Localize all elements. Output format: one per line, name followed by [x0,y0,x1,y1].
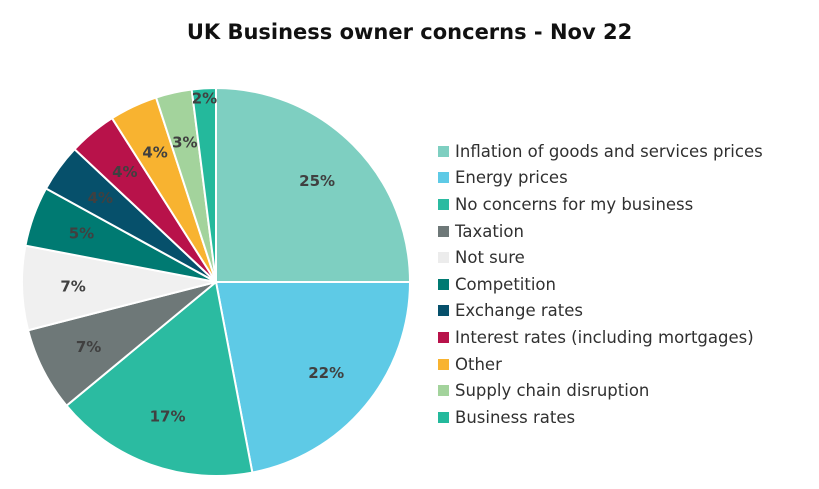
slice-data-label: 4% [142,144,167,162]
pie-slice [65,280,254,477]
legend-label: Other [455,354,502,374]
legend-label: Interest rates (including mortgages) [455,327,754,347]
slice-data-label: 3% [172,133,197,151]
legend-label: Energy prices [455,168,568,188]
legend-item: Competition [438,271,763,298]
legend-label: Inflation of goods and services prices [455,141,763,161]
legend-item: Other [438,351,763,378]
legend-label: No concerns for my business [455,194,694,214]
slice-data-label: 4% [112,163,137,181]
legend-item: Supply chain disruption [438,377,763,404]
legend-item: Interest rates (including mortgages) [438,324,763,351]
legend-item: Business rates [438,404,763,431]
legend-swatch [438,305,449,317]
slice-data-label: 5% [69,225,94,243]
chart-title: UK Business owner concerns - Nov 22 [186,20,633,44]
slice-data-label: 4% [88,189,113,207]
legend-swatch [438,252,449,264]
legend-label: Business rates [455,407,576,427]
pie-slice [190,86,217,283]
slice-data-label: 17% [150,408,186,426]
legend-swatch [438,411,449,423]
legend-item: Inflation of goods and services prices [438,138,763,165]
pie-slice [215,86,412,283]
slice-data-label: 2% [192,89,217,107]
pie-slice [214,281,412,474]
legend-swatch [438,145,449,157]
legend-item: Exchange rates [438,298,763,325]
legend-swatch [438,225,449,237]
legend-label: Exchange rates [455,301,583,321]
legend-swatch [438,385,449,397]
legend-swatch [438,278,449,290]
legend-swatch [438,358,449,370]
legend-label: Taxation [455,221,524,241]
legend-item: No concerns for my business [438,191,763,218]
legend-label: Supply chain disruption [455,381,650,401]
legend-item: Not sure [438,244,763,271]
legend-item: Energy prices [438,165,763,192]
slice-data-label: 7% [60,277,85,295]
legend-label: Not sure [455,248,525,268]
legend-swatch [438,198,449,210]
slice-data-label: 25% [299,172,335,190]
legend: Inflation of goods and services prices En… [438,138,763,431]
legend-item: Taxation [438,218,763,245]
slice-data-label: 7% [76,338,101,356]
legend-swatch [438,331,449,343]
slice-data-label: 22% [308,364,344,382]
legend-swatch [438,172,449,184]
legend-label: Competition [455,274,556,294]
